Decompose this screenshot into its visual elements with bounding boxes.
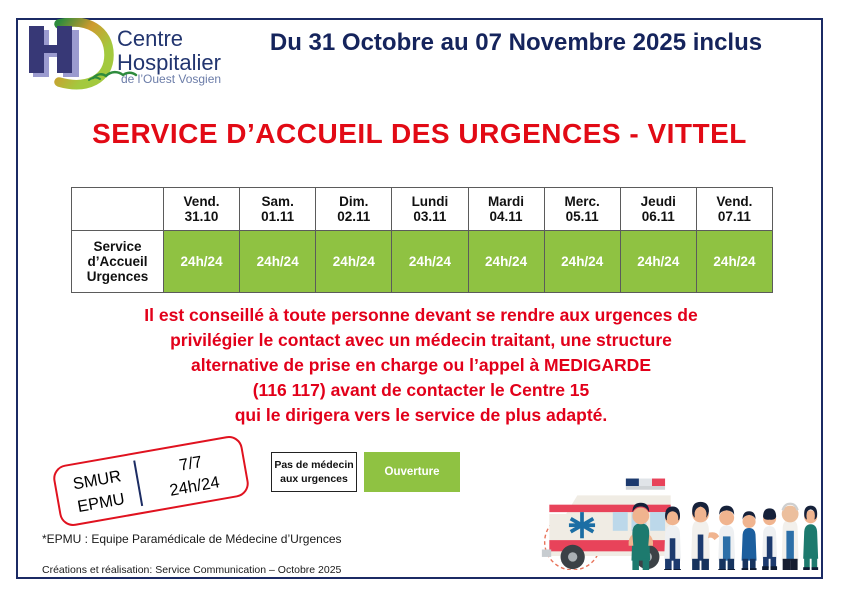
- svg-text:de l’Ouest Vosgien: de l’Ouest Vosgien: [121, 72, 221, 86]
- svg-text:Centre: Centre: [117, 26, 183, 51]
